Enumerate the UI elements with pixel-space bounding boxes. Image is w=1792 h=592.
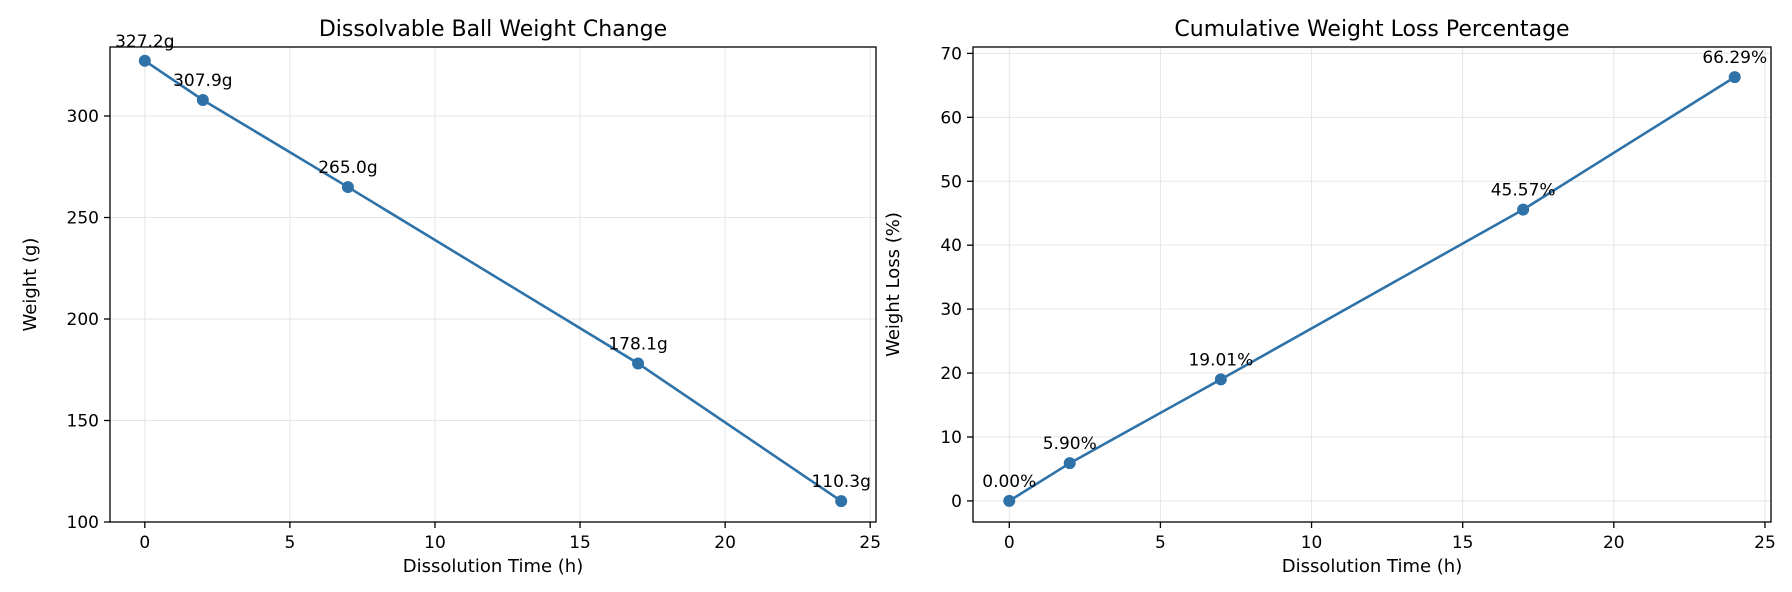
y-tick-label: 20 [940, 364, 962, 384]
data-label: 19.01% [1188, 350, 1253, 370]
series-line [144, 59, 842, 503]
data-label: 66.29% [1702, 48, 1767, 68]
chart-title: Cumulative Weight Loss Percentage [1174, 17, 1569, 42]
data-point [1214, 373, 1227, 386]
weight-loss-chart: 0 5 10 15 20 25 0 10 20 30 40 50 60 70 Cumulative Weig… [883, 17, 1776, 577]
x-axis-label: Dissolution Time (h) [403, 556, 583, 577]
x-tick-label: 5 [284, 533, 295, 553]
x-tick-label: 15 [569, 533, 591, 553]
y-tick-label: 40 [940, 236, 962, 256]
y-axis-label: Weight Loss (%) [883, 212, 904, 357]
data-point [138, 54, 151, 67]
x-axis-label: Dissolution Time (h) [1282, 556, 1462, 577]
y-tick-label: 250 [67, 209, 99, 229]
y-tick-label: 150 [67, 412, 99, 432]
data-point [632, 357, 645, 370]
data-point [341, 181, 354, 194]
y-tick-label: 300 [67, 107, 99, 127]
data-label: 178.1g [608, 334, 667, 354]
x-tick-label: 0 [139, 533, 150, 553]
chart-title: Dissolvable Ball Weight Change [319, 17, 667, 42]
x-tick-label: 15 [1452, 533, 1474, 553]
data-point [835, 495, 848, 508]
y-tick-label: 50 [940, 172, 962, 192]
x-tick-label: 20 [1603, 533, 1625, 553]
x-tick-label: 20 [714, 533, 736, 553]
weight-change-chart: 0 5 10 15 20 25 100 150 200 250 300 Dissolvable Bal… [20, 17, 881, 577]
y-tick-label: 60 [940, 108, 962, 128]
y-tick-label: 0 [951, 492, 962, 512]
data-label: 5.90% [1043, 434, 1097, 454]
y-tick-label: 30 [940, 300, 962, 320]
data-label: 0.00% [982, 472, 1036, 492]
plot-frame [109, 46, 877, 523]
data-label: 265.0g [318, 158, 377, 178]
y-tick-label: 70 [940, 44, 962, 64]
data-point [1003, 494, 1016, 507]
data-label: 110.3g [811, 472, 870, 492]
x-tick-label: 10 [1301, 533, 1323, 553]
data-point [1063, 457, 1076, 470]
data-point [196, 93, 209, 106]
y-axis-label: Weight (g) [20, 238, 41, 332]
x-tick-label: 5 [1155, 533, 1166, 553]
x-tick-label: 0 [1004, 533, 1015, 553]
plot-frame [972, 46, 1772, 523]
y-tick-label: 10 [940, 428, 962, 448]
x-tick-label: 25 [1754, 533, 1776, 553]
data-label: 307.9g [173, 71, 232, 91]
data-label: 327.2g [115, 32, 174, 52]
data-point [1517, 203, 1530, 216]
data-label: 45.57% [1491, 181, 1556, 201]
data-point [1728, 71, 1741, 84]
y-tick-label: 200 [67, 310, 99, 330]
x-tick-label: 10 [424, 533, 446, 553]
y-tick-label: 100 [67, 513, 99, 533]
x-tick-label: 25 [859, 533, 881, 553]
